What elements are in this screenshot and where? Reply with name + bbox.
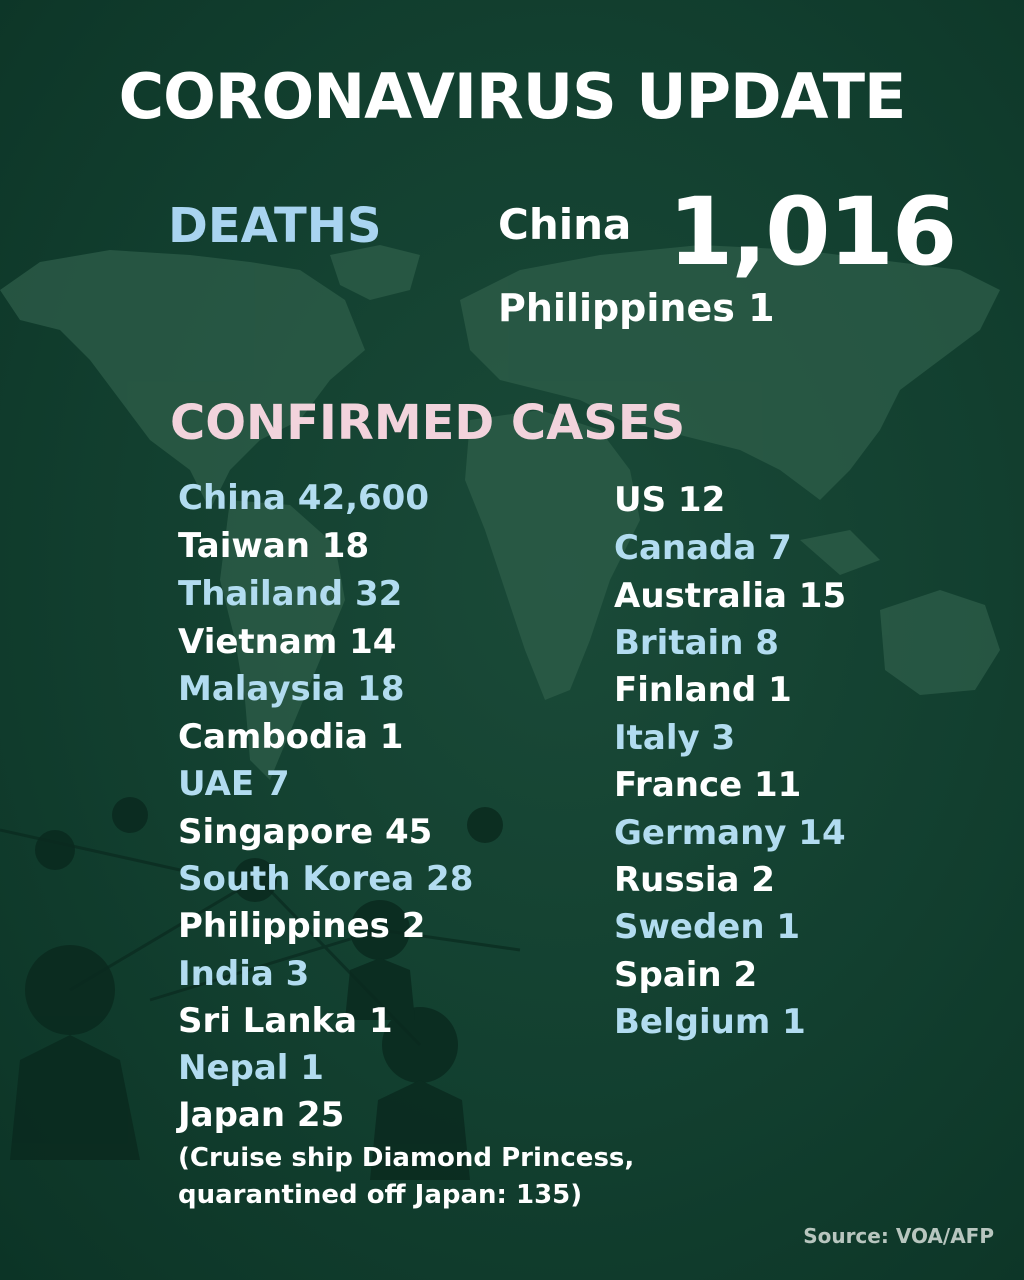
case-row: South Korea 28 (178, 859, 474, 899)
case-row: Malaysia 18 (178, 669, 405, 709)
case-row: Canada 7 (614, 528, 792, 568)
case-row: Japan 25 (178, 1095, 345, 1135)
case-row: Finland 1 (614, 670, 792, 710)
case-row: US 12 (614, 480, 726, 520)
confirmed-cases-heading: CONFIRMED CASES (170, 395, 686, 451)
case-row: China 42,600 (178, 478, 429, 518)
case-row: Italy 3 (614, 718, 736, 758)
case-row: Thailand 32 (178, 574, 403, 614)
case-row: Russia 2 (614, 860, 775, 900)
case-row: Philippines 2 (178, 906, 426, 946)
case-row: Spain 2 (614, 955, 758, 995)
page-title: CORONAVIRUS UPDATE (118, 60, 907, 133)
case-row: Germany 14 (614, 813, 846, 853)
cruise-ship-note-line1: (Cruise ship Diamond Princess, (178, 1143, 635, 1173)
case-row: Cambodia 1 (178, 717, 404, 757)
deaths-china-label: China (498, 200, 632, 249)
deaths-china-count: 1,016 (668, 178, 957, 287)
case-row: Sweden 1 (614, 907, 801, 947)
case-row: Sri Lanka 1 (178, 1001, 393, 1041)
source-credit: Source: VOA/AFP (803, 1224, 994, 1248)
case-row: Singapore 45 (178, 812, 433, 852)
cruise-ship-note-line2: quarantined off Japan: 135) (178, 1180, 583, 1210)
case-row: France 11 (614, 765, 802, 805)
case-row: India 3 (178, 954, 310, 994)
case-row: UAE 7 (178, 764, 290, 804)
case-row: Australia 15 (614, 576, 847, 616)
deaths-heading: DEATHS (168, 198, 382, 254)
case-row: Britain 8 (614, 623, 779, 663)
case-row: Vietnam 14 (178, 622, 397, 662)
case-row: Belgium 1 (614, 1002, 806, 1042)
deaths-philippines: Philippines 1 (498, 286, 775, 330)
case-row: Taiwan 18 (178, 526, 370, 566)
case-row: Nepal 1 (178, 1048, 324, 1088)
